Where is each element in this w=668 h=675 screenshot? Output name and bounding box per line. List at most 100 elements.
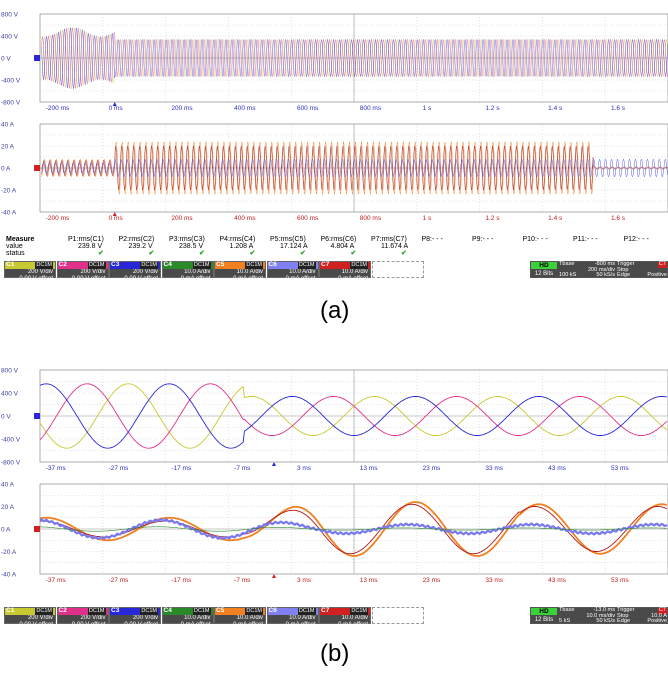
channel-box-empty [371,607,424,624]
a-current-trace [41,145,668,191]
channel-name: C2 [58,607,67,614]
channel-header: C3 DC1M [110,607,160,615]
a-voltage-ytick: 800 V [1,12,19,19]
channel-row-a: C1 DC1M 200 V/div 0.00 V offset C2 DC1M 200 V/… [4,261,668,282]
b-current-xtick: 3 ms [297,577,312,584]
channel-coupling: DC1M [35,262,53,269]
measure-param-value: 4.804 A [330,243,355,250]
channel-box-c5[interactable]: C5 DC1M 10.0 A/div 0 mA offset [214,607,266,628]
trigger-channel: C7 [657,261,667,268]
channel-header: C1 DC1M [5,261,55,269]
b-current-trace [39,526,667,532]
channel-name: C3 [111,261,120,268]
measure-status-check-icon: ✔ [401,250,407,257]
rate-value: 50 kS/s [596,272,615,279]
b-voltage-xtick: 53 ms [611,465,629,472]
measure-value-label: value [6,243,23,250]
a-current-xtick: 1.4 s [548,215,563,222]
a-current-xtick: 800 ms [360,215,382,222]
channel-box-c1[interactable]: C1 DC1M 200 V/div 0.00 V offset [4,607,56,628]
channel-box-c2[interactable]: C2 DC1M 200 V/div 0.00 V offset [56,607,109,628]
channel-name: C1 [6,261,15,268]
timebase-box-a: HD 12 Bits Tbase -800 ms 200 ms/div 100 kS 50 … [530,261,668,278]
channel-offset: 0 mA offset [285,276,316,282]
channel-box-c5[interactable]: C5 DC1M 10.0 A/div 0 mA offset [214,261,266,282]
b-current-ytick: -20 A [1,549,17,556]
channel-scale: 200 V/div [80,269,106,275]
a-voltage-ytick: -800 V [1,100,21,107]
channel-coupling: DC1M [350,262,368,269]
a-current-xtick: 600 ms [297,215,319,222]
b-current-xtick: 23 ms [423,577,441,584]
channel-box-c4[interactable]: C4 DC1M 10.0 A/div 0 mA offset [161,607,214,628]
channel-box-c1[interactable]: C1 DC1M 200 V/div 0.00 V offset [4,261,56,282]
channel-scale: 10.0 A/div [236,269,263,275]
channel-offset: 0.00 V offset [19,622,53,628]
a-current-xtick: 1 s [423,215,432,222]
channel-header: C2 DC1M [57,261,108,269]
measure-param-name: P7:rms(C7) [371,236,407,243]
channel-scale: 200 V/div [80,615,106,621]
measure-param-value: 239.8 V [78,243,103,250]
b-voltage-trace [39,383,668,449]
trigger-channel: C7 [657,607,667,614]
a-current-ytick: 0 A [1,166,11,173]
trigger-mode: Stop [617,266,629,273]
channel-scale: 10.0 A/div [341,269,368,275]
a-voltage-ytick: -400 V [1,78,21,85]
channel-header: C5 DC1M [215,607,265,615]
channel-name: C7 [321,261,330,268]
a-voltage-xtick: 1.6 s [611,105,626,112]
channel-box-c6[interactable]: C6 DC1M 10.0 A/div 0 mA offset [266,607,319,628]
tbase-label: Tbase [559,261,575,267]
trigger-box[interactable]: Trigger C7 Stop Edge Positive [617,261,667,279]
channel-header: C3 DC1M [110,261,160,269]
b-voltage-xtick: -37 ms [46,465,67,472]
b-voltage-trigger-marker [271,462,276,466]
b-current-xtick: -27 ms [109,577,130,584]
a-current-xtick: 1.2 s [485,215,500,222]
channel-offset: 0 mA offset [285,622,316,628]
channel-name: C6 [268,261,277,268]
measure-param-value: 11.674 A [381,243,409,250]
measure-param-name: P4:rms(C4) [219,236,256,243]
channel-scale: 200 V/div [27,615,53,621]
a-current-ytick: -20 A [1,188,17,195]
b-voltage-xtick: 33 ms [485,465,503,472]
panel-a-scope: 800 V 400 V 0 V -400 V -800 V -200 ms 0 ms 200… [1,12,668,222]
b-voltage-trace [39,383,668,449]
bits-label: 12 Bits [534,617,554,623]
channel-box-c3[interactable]: C3 DC1M 200 V/div 0.00 V offset [109,261,161,282]
channel-box-c7[interactable]: C7 DC1M 10.0 A/div 0 mA offset [319,261,371,282]
channel-box-c3[interactable]: C3 DC1M 200 V/div 0.00 V offset [109,607,161,628]
trigger-mode: Stop [617,612,629,619]
channel-name: C6 [268,607,277,614]
rate-value: 50 kS/s [596,618,615,625]
channel-coupling: DC1M [87,262,106,269]
channel-offset: 0 mA offset [233,276,263,282]
trigger-label: Trigger [617,607,635,613]
a-current-trace [41,140,668,195]
tdiv-value: 10.0 ms/div [586,612,615,619]
measure-status-label: status [6,250,25,257]
b-current-xtick: 43 ms [548,577,566,584]
a-current-ytick: -40 A [1,210,17,217]
a-current-ytick: 40 A [1,122,15,129]
measure-status-check-icon: ✔ [148,250,155,257]
channel-box-c4[interactable]: C4 DC1M 10.0 A/div 0 mA offset [161,261,214,282]
trigger-box[interactable]: Trigger C7 Stop 10.0 A Edge Positive [617,607,667,625]
hd-label: HD [531,608,557,615]
b-voltage-ytick: 0 V [1,414,11,421]
tbase-value: -13.0 ms [593,607,615,613]
channel-box-c6[interactable]: C6 DC1M 10.0 A/div 0 mA offset [266,261,319,282]
a-current-xtick: 200 ms [171,215,193,222]
channel-name: C3 [111,607,120,614]
a-voltage-trace [41,27,668,89]
trigger-slope: Positive [647,618,667,625]
channel-box-c7[interactable]: C7 DC1M 10.0 A/div 0 mA offset [319,607,371,628]
a-current-xtick: 400 ms [234,215,256,222]
channel-offset: 0.00 V offset [124,276,158,282]
channel-box-c2[interactable]: C2 DC1M 200 V/div 0.00 V offset [56,261,109,282]
measure-param-name: P5:rms(C5) [270,236,306,243]
measure-status-check-icon: ✔ [350,250,357,257]
